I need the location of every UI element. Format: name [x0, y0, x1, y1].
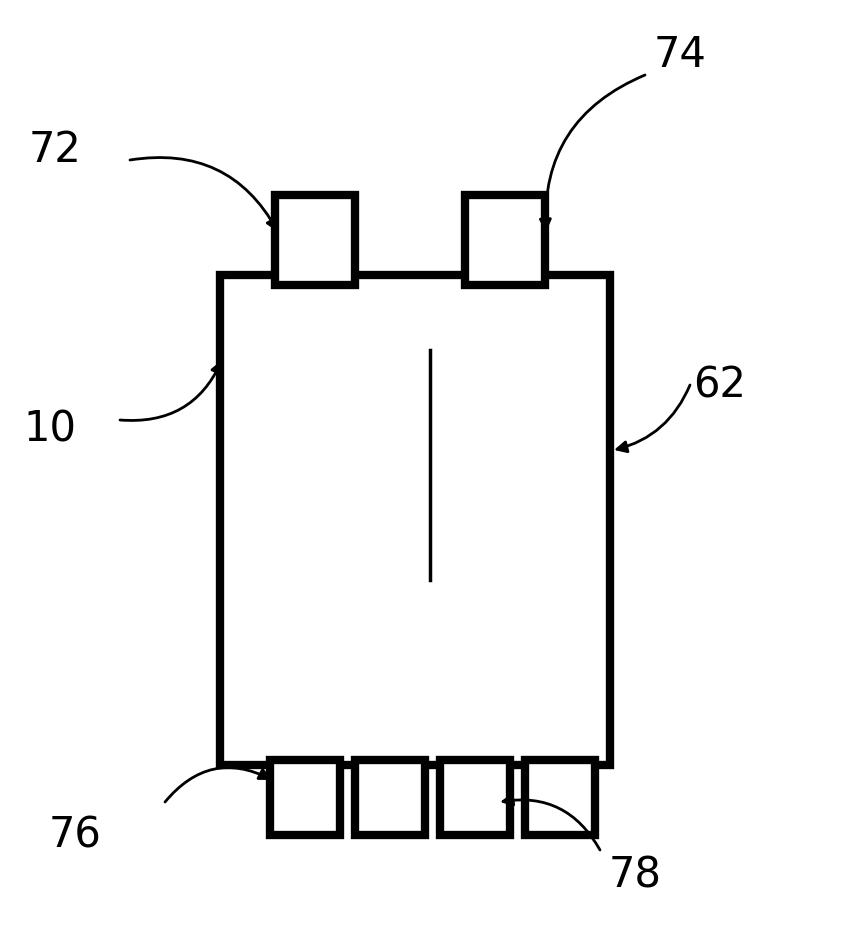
- Text: 74: 74: [654, 34, 706, 76]
- Bar: [525, 760, 595, 835]
- Bar: [465, 195, 545, 285]
- Text: 72: 72: [29, 129, 81, 171]
- Text: 10: 10: [24, 409, 76, 451]
- Text: 76: 76: [48, 814, 102, 856]
- Text: 78: 78: [609, 854, 661, 896]
- Bar: [220, 275, 610, 765]
- Bar: [270, 760, 340, 835]
- Text: 62: 62: [694, 364, 746, 406]
- Bar: [355, 760, 425, 835]
- Bar: [440, 760, 510, 835]
- Bar: [275, 195, 355, 285]
